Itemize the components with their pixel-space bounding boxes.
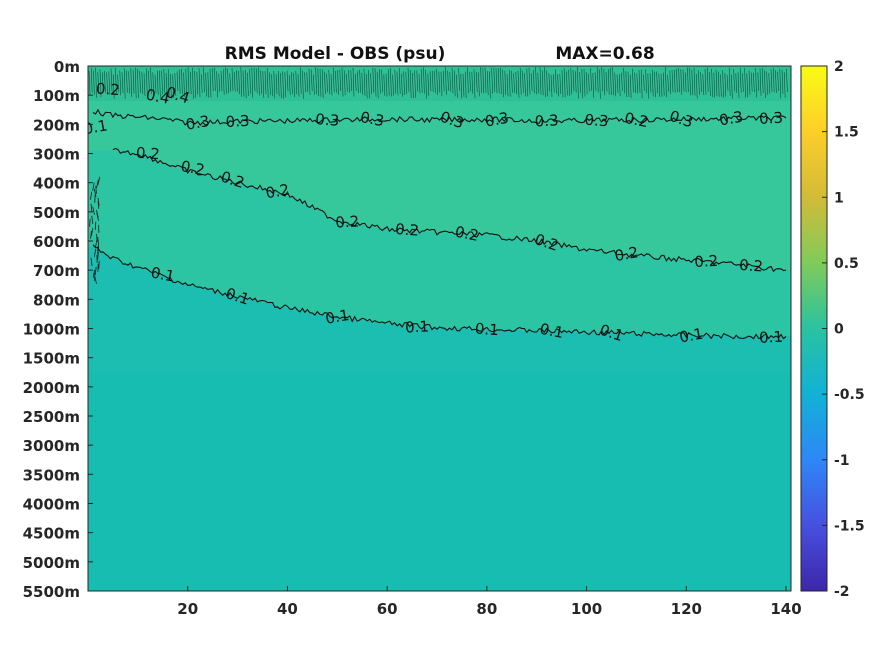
contour-label: 0.2 xyxy=(135,144,160,164)
field-band-mid xyxy=(88,150,791,337)
y-tick-label: 300m xyxy=(33,146,80,164)
contour-label: 0.2 xyxy=(95,80,120,100)
chart-title: RMS Model - OBS (psu) xyxy=(225,44,446,64)
x-tick-label: 120 xyxy=(671,600,702,618)
colorbar-tick-label: -1.5 xyxy=(834,518,865,534)
surface-noise-lines xyxy=(88,66,788,99)
contour-label: 0.2 xyxy=(613,243,640,265)
x-tick-label: 140 xyxy=(770,600,801,618)
x-tick-label: 60 xyxy=(377,600,398,618)
y-axis: 0m 100m 200m 300m 400m 500m 600m 700m 800m 1000m 1… xyxy=(23,58,93,601)
surface-noise xyxy=(88,66,788,284)
y-tick-label: 1000m xyxy=(23,321,80,339)
y-tick-label: 1500m xyxy=(23,350,80,368)
contour-line-0.3 xyxy=(92,108,787,126)
colorbar-tick-label: -2 xyxy=(834,584,850,600)
contour-label: 0.3 xyxy=(225,112,250,131)
contour-label: 0.3 xyxy=(759,109,784,128)
x-tick-label: 80 xyxy=(476,600,497,618)
colorbar-tick-label: -1 xyxy=(834,453,850,469)
y-tick-label: 3000m xyxy=(23,437,80,455)
y-tick-label: 3500m xyxy=(23,466,80,484)
max-value-label: MAX=0.68 xyxy=(555,44,654,64)
colorbar-tick-label: 0 xyxy=(834,322,844,338)
contour-label: 0.3 xyxy=(718,108,745,130)
y-tick-label: 500m xyxy=(33,204,80,222)
contour-label: 0.1 xyxy=(474,320,499,340)
contour-label: 0.3 xyxy=(315,110,340,130)
contour-line-0.1 xyxy=(92,244,787,340)
field-band-abyss xyxy=(88,372,791,591)
y-tick-label: 2000m xyxy=(23,379,80,397)
contour-label: 0.1 xyxy=(324,306,351,328)
contour-label: 0.1 xyxy=(405,317,430,336)
y-tick-label: 5000m xyxy=(23,554,80,572)
colorbar-tick-label: -0.5 xyxy=(834,387,865,403)
contour-label: 0.1 xyxy=(538,320,565,342)
contour-label: 0.3 xyxy=(359,108,386,130)
contour-label: 0.2 xyxy=(694,252,719,271)
y-tick-label: 4000m xyxy=(23,496,80,514)
x-tick-label: 40 xyxy=(277,600,298,618)
y-tick-label: 600m xyxy=(33,233,80,251)
colorbar-tick-label: 2 xyxy=(834,59,844,75)
contour-label: 0.1 xyxy=(149,263,176,285)
y-tick-label: 0m xyxy=(54,58,80,76)
contour-label: 0.3 xyxy=(184,112,211,134)
heatmap-field xyxy=(88,66,791,591)
y-tick-label: 200m xyxy=(33,116,80,134)
x-tick-label: 20 xyxy=(177,600,198,618)
contour-label: 0.1 xyxy=(759,328,784,347)
colorbar-tick-label: 1 xyxy=(834,190,844,206)
y-tick-label: 700m xyxy=(33,262,80,280)
contour-label: 0.1 xyxy=(82,116,109,138)
left-edge-noise xyxy=(89,176,101,284)
contour-label: 0.2 xyxy=(623,109,650,131)
colorbar-tick-label: 1.5 xyxy=(834,125,859,141)
contour-label: 0.1 xyxy=(678,325,705,347)
y-tick-label: 5500m xyxy=(23,583,80,601)
contour-label: 0.2 xyxy=(335,212,360,231)
contour-label: 0.3 xyxy=(584,111,609,131)
contour-label: 0.3 xyxy=(534,111,559,130)
colorbar-axis: 2 1.5 1 0.5 0 -0.5 -1 -1.5 -2 xyxy=(822,59,865,600)
y-tick-label: 100m xyxy=(33,87,80,105)
y-tick-label: 2500m xyxy=(23,408,80,426)
x-tick-label: 100 xyxy=(571,600,602,618)
contour-label: 0.2 xyxy=(739,256,764,276)
x-axis: 20 40 60 80 100 120 140 xyxy=(177,586,802,618)
y-tick-label: 800m xyxy=(33,291,80,309)
contour-line-0.2 xyxy=(112,148,787,273)
y-tick-label: 4500m xyxy=(23,525,80,543)
contour-lines xyxy=(92,108,787,340)
contour-label: 0.4 xyxy=(144,86,171,108)
colorbar-tick-label: 0.5 xyxy=(834,256,859,272)
contour-label: 0.2 xyxy=(453,223,480,245)
y-tick-label: 400m xyxy=(33,175,80,193)
contour-label: 0.3 xyxy=(484,109,511,131)
contour-label: 0.2 xyxy=(179,157,206,179)
contour-label: 0.2 xyxy=(395,220,420,240)
contour-label: 0.2 xyxy=(264,180,291,202)
